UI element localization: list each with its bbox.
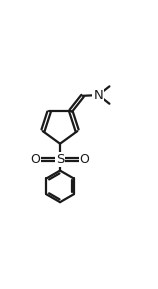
Text: N: N	[94, 88, 103, 101]
Text: O: O	[80, 153, 89, 166]
Text: S: S	[56, 153, 64, 166]
Text: O: O	[31, 153, 40, 166]
